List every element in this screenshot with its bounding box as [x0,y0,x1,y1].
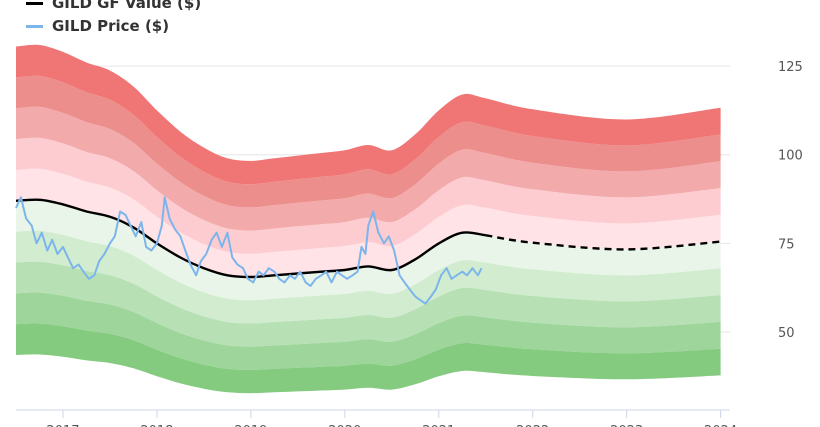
legend-swatch-price [26,25,43,28]
legend-swatch-gf-value [26,2,43,5]
x-tick-label-7: 2024 [704,424,737,427]
upper-band-3 [16,106,721,231]
legend: GILD GF Value ($) GILD Price ($) [26,0,201,38]
valuation-bands [16,44,721,394]
x-tick-label-4: 2021 [422,424,455,427]
lower-band-3 [16,261,721,347]
x-tick-label-6: 2023 [610,424,643,427]
lower-band-4 [16,292,721,370]
legend-label-price: GILD Price ($) [52,17,170,35]
lower-band-5 [16,323,721,394]
x-tick-label-0: 2017 [46,424,79,427]
upper-band-2 [16,137,721,254]
series-lines [15,196,721,305]
legend-item-price[interactable]: GILD Price ($) [26,15,201,38]
upper-band-5 [16,44,721,185]
price-line [15,196,483,305]
upper-band-4 [16,75,721,208]
legend-label-gf-value: GILD GF Value ($) [52,0,202,12]
gf-value-projection-line [485,234,721,251]
y-tick-label-1: 75 [778,237,795,252]
axes: 50 75 100 125 2017 2018 2019 2020 2021 2022 2023 20… [16,60,803,427]
gf-value-line [15,198,486,279]
y-tick-label-2: 100 [778,149,803,164]
y-tick-label-0: 50 [778,326,795,341]
x-tick-label-2: 2019 [234,424,267,427]
x-tick-label-1: 2018 [140,424,173,427]
y-tick-label-3: 125 [778,60,803,75]
upper-band-1 [16,168,721,277]
legend-item-gf-value[interactable]: GILD GF Value ($) [26,0,201,15]
lower-band-1 [16,199,721,301]
lower-band-2 [16,230,721,324]
x-tick-label-3: 2020 [328,424,361,427]
x-tick-label-5: 2022 [516,424,549,427]
